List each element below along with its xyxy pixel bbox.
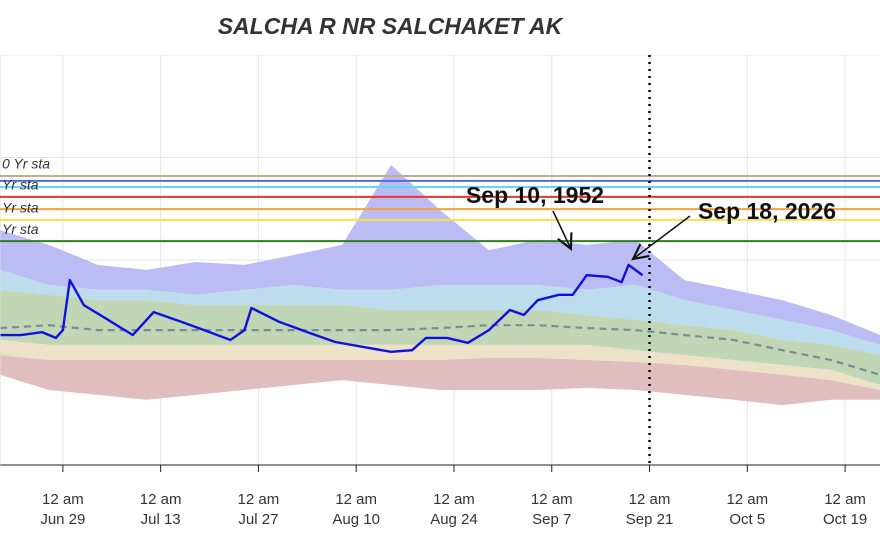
annotation-arrow xyxy=(633,215,691,259)
x-tick-label: 12 am xyxy=(629,491,671,508)
threshold-label: Yr sta xyxy=(2,177,39,193)
x-tick-label: 12 am xyxy=(824,491,866,508)
x-tick-label: Sep 7 xyxy=(532,511,571,528)
threshold-label: Yr sta xyxy=(2,200,39,216)
x-tick-label: 12 am xyxy=(726,491,768,508)
x-tick-label: 12 am xyxy=(238,491,280,508)
x-tick-label: 12 am xyxy=(42,491,84,508)
median-line xyxy=(0,324,880,376)
annotation: Sep 10, 1952 xyxy=(466,182,604,208)
x-tick-label: Oct 5 xyxy=(729,511,765,528)
annotation-arrow xyxy=(552,210,571,249)
percentile-band xyxy=(0,164,880,345)
threshold-label: Yr sta xyxy=(2,221,39,237)
percentile-band xyxy=(0,269,880,356)
x-tick-label: Jul 27 xyxy=(238,511,278,528)
threshold-label: 0 Yr sta xyxy=(2,156,50,172)
x-tick-label: Aug 10 xyxy=(332,511,380,528)
percentile-band xyxy=(0,355,880,406)
annotation: Sep 18, 2026 xyxy=(698,198,836,224)
chart-title: SALCHA R NR SALCHAKET AK xyxy=(218,13,564,39)
x-tick-label: 12 am xyxy=(335,491,377,508)
x-tick-label: Aug 24 xyxy=(430,511,478,528)
x-tick-label: 12 am xyxy=(433,491,475,508)
x-tick-label: Jun 29 xyxy=(40,511,85,528)
x-tick-label: 12 am xyxy=(531,491,573,508)
x-tick-label: 12 am xyxy=(140,491,182,508)
x-tick-label: Jul 13 xyxy=(141,511,181,528)
observed-line xyxy=(0,263,644,354)
x-tick-label: Sep 21 xyxy=(626,511,674,528)
x-tick-label: Oct 19 xyxy=(823,511,867,528)
percentile-band xyxy=(0,339,880,390)
plot-area xyxy=(0,55,880,465)
